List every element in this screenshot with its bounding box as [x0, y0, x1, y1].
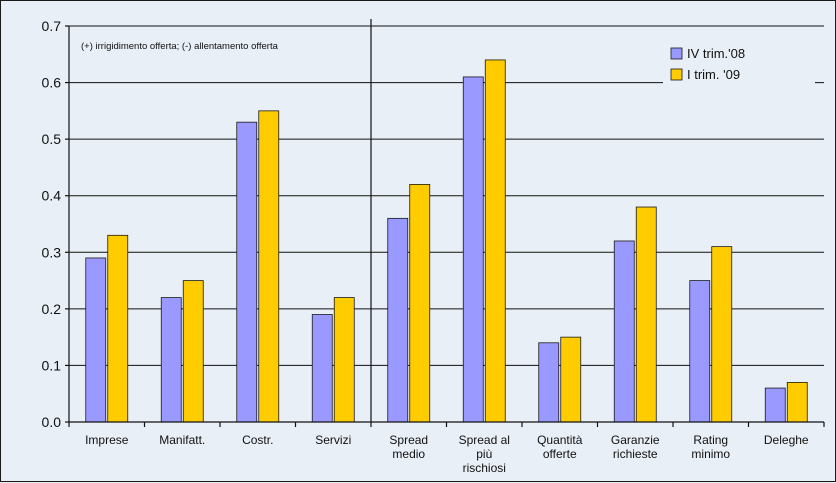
x-category-label: Garanzie	[611, 433, 660, 447]
legend-box	[663, 36, 815, 96]
bar-i-trim-09-8	[711, 246, 733, 423]
bars	[85, 59, 808, 423]
legend: IV trim.'08 I trim. '09	[663, 36, 815, 96]
bar-iv-trim-08-9	[764, 387, 786, 423]
x-category-label: Spread al	[459, 433, 510, 447]
x-category-label: Imprese	[85, 433, 129, 447]
bar-iv-trim-08-1	[160, 297, 182, 423]
y-tick-label: 0.0	[42, 414, 62, 430]
y-tick-label: 0.1	[42, 357, 62, 373]
bar-iv-trim-08-4	[387, 217, 409, 423]
x-category-label: offerte	[543, 447, 577, 461]
x-category-label: richieste	[613, 447, 658, 461]
x-category-label: Quantità	[537, 433, 583, 447]
bar-iv-trim-08-2	[236, 121, 258, 423]
axes	[68, 19, 825, 427]
bar-iv-trim-08-7	[613, 240, 635, 423]
bar-iv-trim-08-5	[462, 76, 484, 423]
x-category-label: rischiosi	[463, 461, 506, 475]
x-category-label: Deleghe	[764, 433, 809, 447]
bar-iv-trim-08-8	[689, 280, 711, 423]
bar-iv-trim-08-6	[538, 342, 560, 423]
bar-i-trim-09-4	[409, 183, 431, 423]
chart-annotation: (+) irrigidimento offerta; (-) allentame…	[81, 41, 279, 52]
x-category-label: più	[476, 447, 492, 461]
y-tick-label: 0.3	[42, 244, 62, 260]
bar-iv-trim-08-0	[85, 257, 107, 423]
x-category-label: Servizi	[315, 433, 351, 447]
x-category-label: Rating	[693, 433, 728, 447]
y-tick-label: 0.6	[42, 75, 62, 91]
x-category-label: medio	[392, 447, 425, 461]
legend-swatch	[670, 47, 683, 60]
bar-i-trim-09-0	[107, 234, 129, 423]
bar-i-trim-09-9	[786, 381, 808, 423]
bar-i-trim-09-2	[258, 110, 280, 423]
y-tick-label: 0.7	[42, 18, 62, 34]
bar-i-trim-09-1	[182, 280, 204, 423]
x-category-label: minimo	[691, 447, 730, 461]
labels: 0.0 0.1 0.2 0.3 0.4 0.5 0.6 0.7 Imprese Manifatt.…	[42, 18, 809, 475]
legend-label: IV trim.'08	[687, 46, 745, 61]
bar-i-trim-09-7	[635, 206, 657, 423]
x-category-label: Manifatt.	[159, 433, 205, 447]
y-tick-label: 0.4	[42, 188, 62, 204]
bar-i-trim-09-3	[333, 297, 355, 423]
x-category-label: Spread	[389, 433, 428, 447]
y-tick-label: 0.5	[42, 131, 62, 147]
bar-i-trim-09-5	[484, 59, 506, 423]
x-category-label: Costr.	[242, 433, 273, 447]
bar-iv-trim-08-3	[311, 314, 333, 423]
bar-i-trim-09-6	[560, 336, 582, 423]
legend-swatch	[670, 68, 683, 81]
y-tick-label: 0.2	[42, 301, 62, 317]
legend-label: I trim. '09	[687, 67, 740, 82]
